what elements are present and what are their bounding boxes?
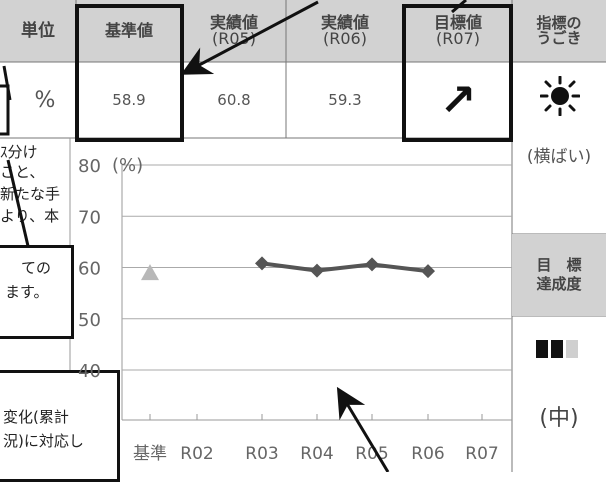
achievement-header: 目 標 達成度 <box>512 234 606 316</box>
header-unit: 単位 <box>0 0 76 62</box>
text-fragment-6: ます。 <box>5 283 49 301</box>
cell-baseline: 58.9 <box>76 62 182 138</box>
annotation-arrows <box>2 0 467 472</box>
cell-unit-value: % <box>34 87 56 113</box>
header-actual-r06-line2: (R06) <box>323 29 367 48</box>
header-actual-r06-line1: 実績値 <box>320 13 369 32</box>
series-line <box>261 261 429 274</box>
cell-actual-r05-value: 60.8 <box>217 91 251 109</box>
header-actual-r05-line1: 実績値 <box>209 13 258 32</box>
arrow-left-diagonal <box>2 65 12 101</box>
cell-actual-r06-value: 59.3 <box>328 91 362 109</box>
x-tick-label-R02: R02 <box>180 444 213 464</box>
y-tick-label-40: 40 <box>78 361 101 382</box>
header-target-line1: 目標値 <box>433 13 482 32</box>
achievement-level-label: (中) <box>539 406 579 431</box>
header-trend-line2: うごき <box>536 29 582 47</box>
callout-box-left: ての ます。 <box>0 245 74 339</box>
achievement-level-icon <box>536 340 578 358</box>
data-point-R03 <box>255 256 269 271</box>
header-actual-r06: 実績値 (R06) <box>286 0 404 62</box>
header-baseline: 基準値 <box>76 0 182 62</box>
level-bar-3 <box>566 340 578 358</box>
achievement-header-line2: 達成度 <box>536 275 582 293</box>
data-point-R05 <box>365 257 379 272</box>
cell-unit: % <box>0 62 76 138</box>
cell-actual-r06: 59.3 <box>286 62 404 138</box>
cell-target: ↗ <box>404 62 512 138</box>
x-tick-label-R06: R06 <box>411 444 444 464</box>
callout-box-bottom: 変化(累計 況)に対応し <box>0 370 120 482</box>
text-fragment-1: ｽ分け <box>0 143 38 161</box>
level-bar-2 <box>551 340 563 358</box>
cell-actual-r05: 60.8 <box>182 62 286 138</box>
x-tick-label-基準: 基準 <box>133 444 167 464</box>
x-tick-label-R03: R03 <box>245 444 278 464</box>
header-trend-line1: 指標の <box>536 14 582 32</box>
chart-unit-label: (%) <box>112 155 143 176</box>
header-trend: 指標の うごき <box>512 0 606 62</box>
level-bar-1 <box>536 340 548 358</box>
text-fragment-4: より、本 <box>0 207 60 225</box>
achievement-header-line1: 目 標 <box>536 255 582 274</box>
target-arrow-icon: ↗ <box>439 74 477 126</box>
y-tick-label-80: 80 <box>78 156 101 177</box>
arrow-left-lower <box>6 159 30 247</box>
text-fragment-5: ての <box>21 259 52 277</box>
header-target: 目標値 (R07) <box>404 0 512 62</box>
data-point-R06 <box>421 264 435 279</box>
baseline-marker <box>141 264 159 281</box>
trend-cell: (横ばい) <box>512 62 606 234</box>
y-tick-label-50: 50 <box>78 310 101 331</box>
cell-baseline-value: 58.9 <box>112 91 146 109</box>
x-tick-label-R04: R04 <box>300 444 333 464</box>
x-tick-label-R07: R07 <box>465 444 498 464</box>
arrow-to-baseline <box>180 0 319 75</box>
data-point-R04 <box>310 263 324 278</box>
achievement-cell: (中) <box>512 316 606 472</box>
arrow-to-chart <box>336 386 390 472</box>
y-tick-label-70: 70 <box>78 207 101 228</box>
trend-label: (横ばい) <box>526 147 592 167</box>
header-actual-r05-line2: (R05) <box>212 29 256 48</box>
text-fragment-7: 変化(累計 <box>3 408 69 426</box>
y-tick-label-60: 60 <box>78 259 101 280</box>
header-target-line2: (R07) <box>436 29 480 48</box>
header-baseline-label: 基準値 <box>104 21 153 40</box>
header-unit-label: 単位 <box>21 20 55 41</box>
arrow-from-top-right <box>451 0 467 14</box>
text-fragment-8: 況)に対応し <box>3 432 84 450</box>
sun-icon <box>540 76 580 116</box>
